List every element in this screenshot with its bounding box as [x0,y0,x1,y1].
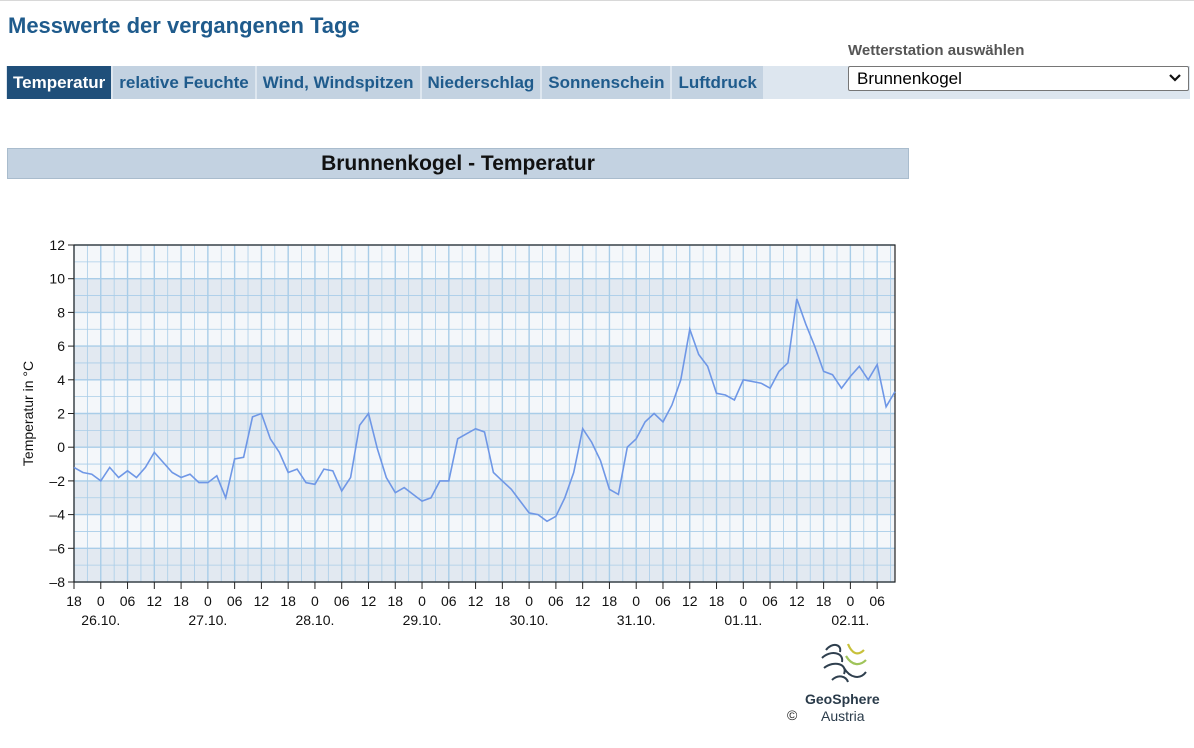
y-tick-label: 10 [49,271,65,287]
y-tick-label: 2 [57,406,65,422]
x-tick-label: 0 [846,593,854,609]
x-tick-label: 18 [816,593,832,609]
tab-list: Temperatur relative Feuchte Wind, Windsp… [7,66,765,99]
x-tick-label: 0 [204,593,212,609]
x-tick-label: 12 [468,593,484,609]
logo-text-line1: GeoSphere [805,691,880,707]
logo-text-line2: Austria [821,708,865,724]
x-tick-label: 06 [548,593,564,609]
x-day-label: 28.10. [295,612,334,628]
top-border [0,0,1194,1]
y-tick-label: 8 [57,304,65,320]
station-select-value: Brunnenkogel [857,69,962,88]
x-tick-label: 12 [789,593,805,609]
tab-strip: Temperatur relative Feuchte Wind, Windsp… [6,66,1190,99]
x-day-label: 30.10. [510,612,549,628]
y-tick-label: –6 [49,540,65,556]
x-tick-label: 18 [387,593,403,609]
tab-temperatur[interactable]: Temperatur [7,66,112,99]
y-tick-label: 6 [57,338,65,354]
x-tick-label: 12 [254,593,270,609]
y-tick-label: 4 [57,372,65,388]
x-day-label: 29.10. [403,612,442,628]
y-tick-label: 12 [49,237,65,253]
y-tick-label: –4 [49,507,65,523]
x-tick-label: 06 [227,593,243,609]
x-tick-label: 18 [495,593,511,609]
x-tick-label: 06 [762,593,778,609]
x-tick-label: 18 [709,593,725,609]
x-tick-label: 18 [280,593,296,609]
x-tick-label: 06 [869,593,885,609]
tab-sonnenschein[interactable]: Sonnenschein [542,66,671,99]
x-day-label: 31.10. [617,612,656,628]
y-tick-label: 0 [57,439,65,455]
x-tick-label: 0 [739,593,747,609]
x-tick-label: 06 [120,593,136,609]
x-tick-label: 18 [602,593,618,609]
y-tick-label: –2 [49,473,65,489]
x-tick-label: 18 [66,593,82,609]
x-tick-label: 18 [173,593,189,609]
y-tick-label: –8 [49,574,65,590]
tab-wind[interactable]: Wind, Windspitzen [256,66,420,99]
x-tick-label: 12 [682,593,698,609]
x-tick-label: 12 [147,593,163,609]
x-tick-label: 0 [632,593,640,609]
chart-title: Brunnenkogel - Temperatur [7,148,909,179]
geosphere-logo-icon [821,643,867,683]
x-day-label: 02.11. [831,612,869,628]
x-tick-label: 0 [418,593,426,609]
station-select[interactable]: Brunnenkogel [848,66,1189,91]
x-tick-label: 06 [441,593,457,609]
x-tick-label: 0 [97,593,105,609]
x-day-label: 26.10. [81,612,120,628]
x-day-label: 27.10. [188,612,227,628]
page-title: Messwerte der vergangenen Tage [8,13,360,38]
tab-relative-feuchte[interactable]: relative Feuchte [113,66,255,99]
series-line [73,298,896,523]
x-day-label: 01.11. [724,612,762,628]
x-tick-label: 06 [334,593,350,609]
station-select-label: Wetterstation auswählen [848,42,1025,59]
x-tick-label: 12 [575,593,591,609]
chevron-down-icon [1169,74,1181,82]
tab-luftdruck[interactable]: Luftdruck [672,66,763,99]
x-tick-label: 06 [655,593,671,609]
copyright-symbol: © [787,707,798,723]
x-tick-label: 0 [525,593,533,609]
y-axis-label: Temperatur in °C [20,361,36,466]
tab-niederschlag[interactable]: Niederschlag [421,66,541,99]
x-tick-label: 0 [311,593,319,609]
x-tick-label: 12 [361,593,377,609]
